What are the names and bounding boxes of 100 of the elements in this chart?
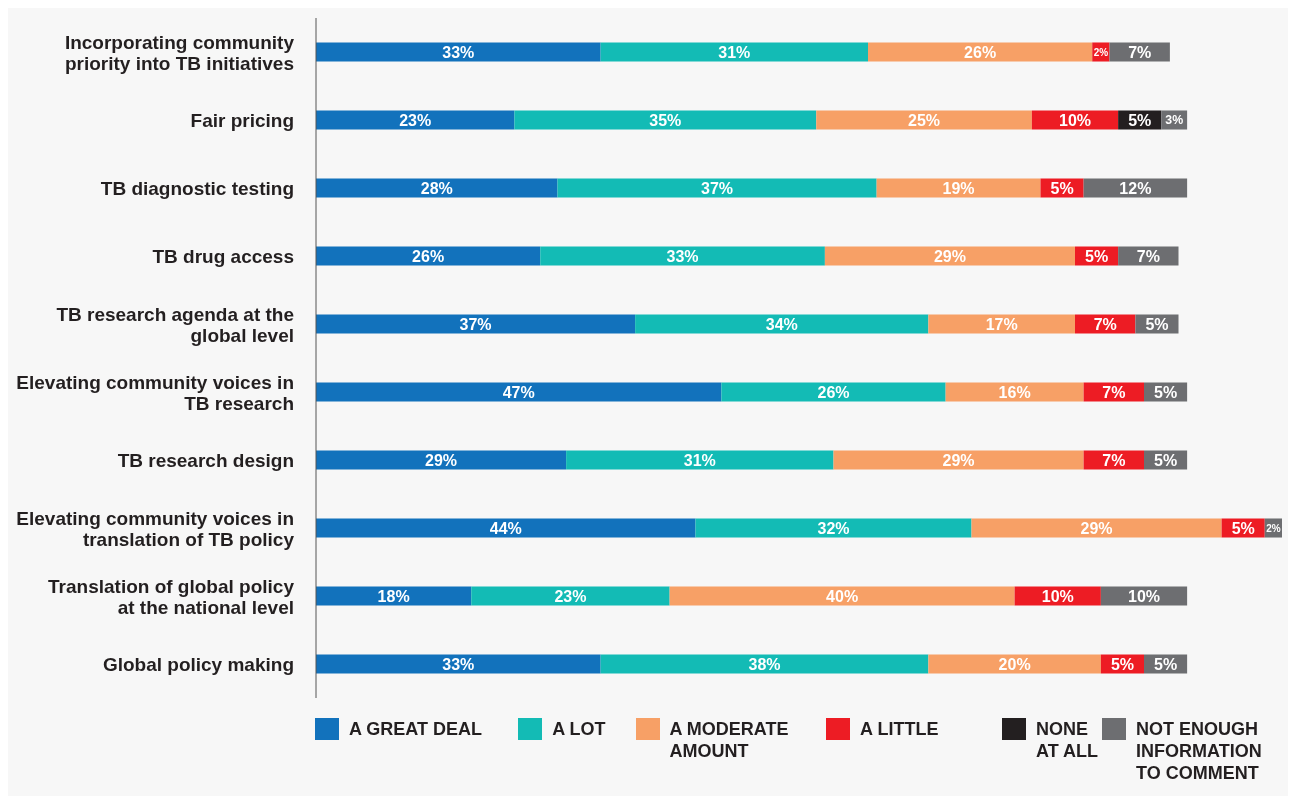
data-label: 7% bbox=[1093, 315, 1117, 333]
bar bbox=[316, 314, 636, 334]
data-label: 31% bbox=[683, 451, 716, 469]
data-label: 3% bbox=[1165, 113, 1184, 127]
bar bbox=[316, 42, 601, 62]
data-label: 5% bbox=[1110, 655, 1134, 673]
bar bbox=[971, 518, 1222, 538]
bar bbox=[316, 654, 601, 674]
bar bbox=[471, 586, 670, 606]
data-label: 5% bbox=[1154, 451, 1178, 469]
bar bbox=[316, 246, 541, 266]
data-label: 33% bbox=[442, 43, 475, 61]
data-label: 2% bbox=[1266, 522, 1281, 534]
bar bbox=[928, 654, 1101, 674]
y-tick-label: Translation of global policy at the national level bbox=[48, 575, 295, 617]
data-label: 26% bbox=[817, 383, 850, 401]
y-tick-label: Global policy making bbox=[102, 653, 294, 675]
data-label: 38% bbox=[748, 655, 781, 673]
data-label: 23% bbox=[399, 111, 432, 129]
bar bbox=[1075, 314, 1136, 334]
bar bbox=[316, 518, 696, 538]
legend-label: A MODERATE AMOUNT bbox=[669, 718, 790, 762]
y-tick-label: Incorporating community priority into TB initiatives bbox=[64, 31, 295, 73]
bar bbox=[1083, 178, 1188, 198]
y-tick-label: Elevating community voices in translation of TB policy bbox=[16, 507, 295, 549]
bar bbox=[876, 178, 1041, 198]
bar bbox=[316, 110, 515, 130]
bar bbox=[669, 586, 1015, 606]
data-label: 18% bbox=[377, 587, 410, 605]
data-label: 31% bbox=[718, 43, 751, 61]
legend-label: NOT ENOUGH INFORMATION TO COMMENT bbox=[1136, 718, 1263, 784]
y-tick-label: TB drug access bbox=[152, 245, 294, 267]
data-label: 7% bbox=[1136, 247, 1160, 265]
bar bbox=[600, 654, 929, 674]
bar bbox=[1031, 110, 1119, 130]
bar bbox=[1109, 42, 1170, 62]
y-tick-label: Elevating community voices in TB research bbox=[16, 371, 294, 413]
bar bbox=[824, 246, 1075, 266]
data-label: 47% bbox=[502, 383, 535, 401]
bar bbox=[721, 382, 946, 402]
bar bbox=[1100, 586, 1188, 606]
data-label: 5% bbox=[1050, 179, 1074, 197]
data-label: 32% bbox=[817, 519, 850, 537]
data-label: 37% bbox=[459, 315, 492, 333]
data-label: 25% bbox=[908, 111, 941, 129]
legend-label: A LOT bbox=[552, 718, 606, 740]
data-label: 34% bbox=[765, 315, 798, 333]
data-label: 29% bbox=[942, 451, 975, 469]
bar bbox=[635, 314, 929, 334]
legend-label: A GREAT DEAL bbox=[349, 718, 482, 740]
bar bbox=[1083, 450, 1144, 470]
legend-label: A LITTLE bbox=[860, 718, 939, 740]
data-label: 10% bbox=[1058, 111, 1092, 129]
bar bbox=[600, 42, 868, 62]
data-label: 7% bbox=[1102, 383, 1126, 401]
bar bbox=[945, 382, 1084, 402]
bar bbox=[514, 110, 817, 130]
bar bbox=[316, 450, 567, 470]
y-tick-label: Fair pricing bbox=[190, 109, 294, 131]
bar bbox=[928, 314, 1075, 334]
data-label: 2% bbox=[1093, 46, 1109, 58]
bar bbox=[1083, 382, 1144, 402]
bar bbox=[316, 586, 472, 606]
y-tick-label: TB research design bbox=[117, 449, 294, 471]
data-label: 19% bbox=[942, 179, 975, 197]
data-label: 29% bbox=[933, 247, 966, 265]
bar bbox=[540, 246, 825, 266]
data-label: 5% bbox=[1154, 655, 1178, 673]
data-label: 5% bbox=[1145, 315, 1169, 333]
data-label: 29% bbox=[1080, 519, 1113, 537]
data-label: 20% bbox=[998, 655, 1031, 673]
bar bbox=[557, 178, 877, 198]
data-label: 33% bbox=[442, 655, 475, 673]
data-label: 7% bbox=[1128, 43, 1152, 61]
data-label: 37% bbox=[701, 179, 734, 197]
data-label: 17% bbox=[985, 315, 1018, 333]
bar bbox=[695, 518, 972, 538]
data-label: 12% bbox=[1119, 179, 1152, 197]
data-label: 28% bbox=[420, 179, 453, 197]
data-label: 29% bbox=[425, 451, 458, 469]
data-label: 10% bbox=[1041, 587, 1074, 605]
data-label: 23% bbox=[554, 587, 587, 605]
data-label: 26% bbox=[964, 43, 997, 61]
data-label: 7% bbox=[1102, 451, 1126, 469]
bar bbox=[566, 450, 834, 470]
data-label: 33% bbox=[666, 247, 699, 265]
data-label: 35% bbox=[649, 111, 682, 129]
data-label: 26% bbox=[412, 247, 445, 265]
bar bbox=[868, 42, 1093, 62]
data-label: 5% bbox=[1154, 383, 1178, 401]
bar bbox=[833, 450, 1084, 470]
data-label: 5% bbox=[1128, 111, 1152, 129]
data-label: 5% bbox=[1085, 247, 1109, 265]
bar bbox=[316, 178, 558, 198]
data-label: 44% bbox=[489, 519, 522, 537]
y-tick-label: TB diagnostic testing bbox=[100, 177, 294, 199]
data-label: 16% bbox=[998, 383, 1031, 401]
data-label: 40% bbox=[826, 587, 859, 605]
y-tick-label: TB research agenda at the global level bbox=[56, 303, 294, 345]
legend-label: NONE AT ALL bbox=[1036, 718, 1099, 762]
